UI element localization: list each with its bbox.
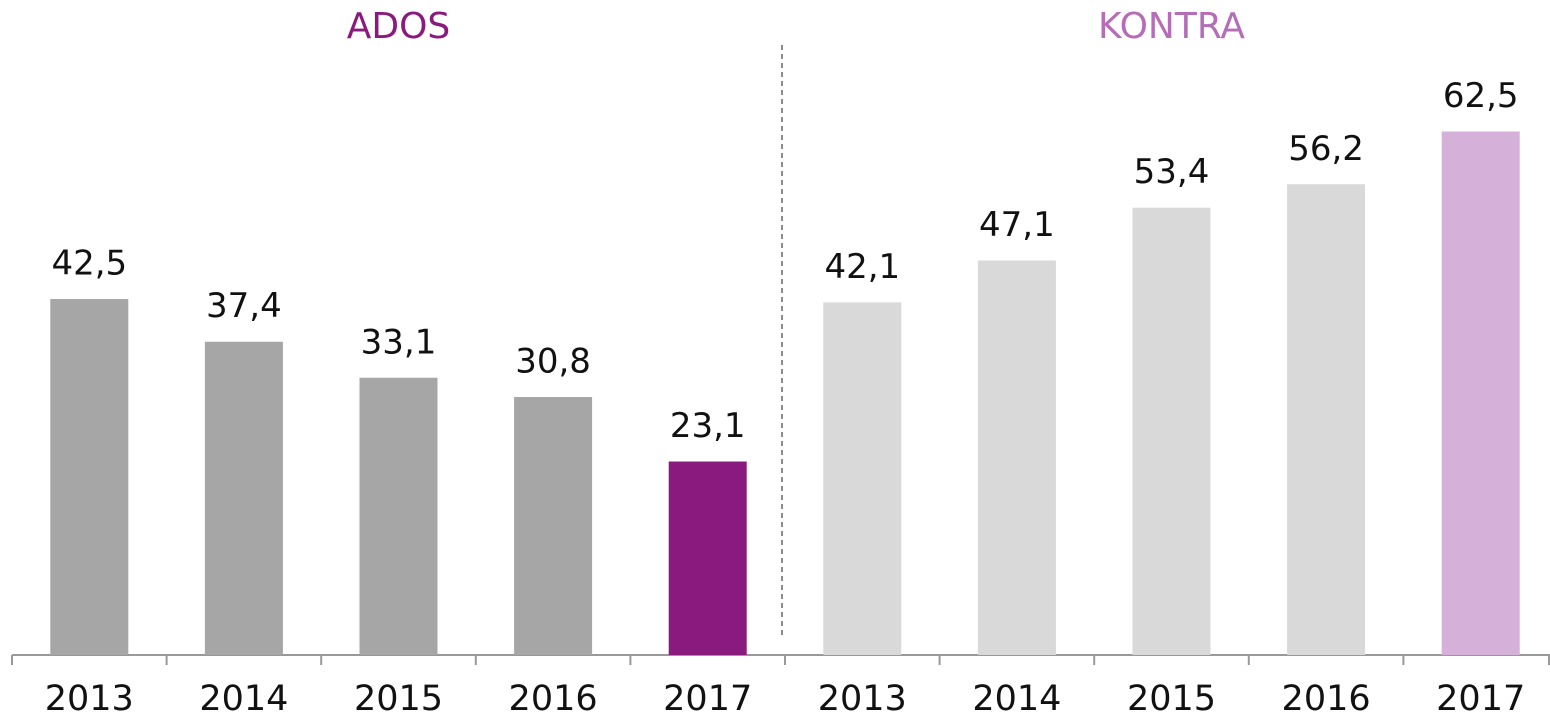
x-tick-label: 2014 <box>972 679 1061 718</box>
data-label: 53,4 <box>1134 152 1210 192</box>
bar <box>668 461 747 655</box>
data-label: 42,1 <box>824 247 900 287</box>
x-tick-label: 2017 <box>1436 679 1525 718</box>
x-tick-label: 2015 <box>354 679 443 718</box>
data-label: 62,5 <box>1443 76 1519 116</box>
bar <box>1441 131 1520 655</box>
data-label: 37,4 <box>206 286 282 326</box>
data-label: 30,8 <box>515 342 591 382</box>
data-label: 33,1 <box>361 322 437 362</box>
x-tick-label: 2016 <box>1282 679 1371 718</box>
x-tick-label: 2017 <box>663 679 752 718</box>
data-label: 42,5 <box>51 244 127 284</box>
bar <box>977 260 1056 655</box>
x-tick-label: 2014 <box>199 679 288 718</box>
bar <box>359 377 438 655</box>
panel-title: KONTRA <box>1098 6 1245 47</box>
bar <box>50 299 129 655</box>
x-tick-label: 2016 <box>509 679 598 718</box>
data-label: 47,1 <box>979 205 1055 245</box>
x-tick-label: 2013 <box>45 679 134 718</box>
bar <box>1287 184 1366 655</box>
bar <box>823 302 902 655</box>
data-label: 56,2 <box>1288 129 1364 169</box>
x-tick-label: 2013 <box>818 679 907 718</box>
bar <box>514 397 593 655</box>
bar <box>204 341 283 655</box>
panel-title: ADOS <box>347 6 451 47</box>
bar <box>1132 207 1211 655</box>
x-tick-label: 2015 <box>1127 679 1216 718</box>
data-label: 23,1 <box>670 406 746 446</box>
